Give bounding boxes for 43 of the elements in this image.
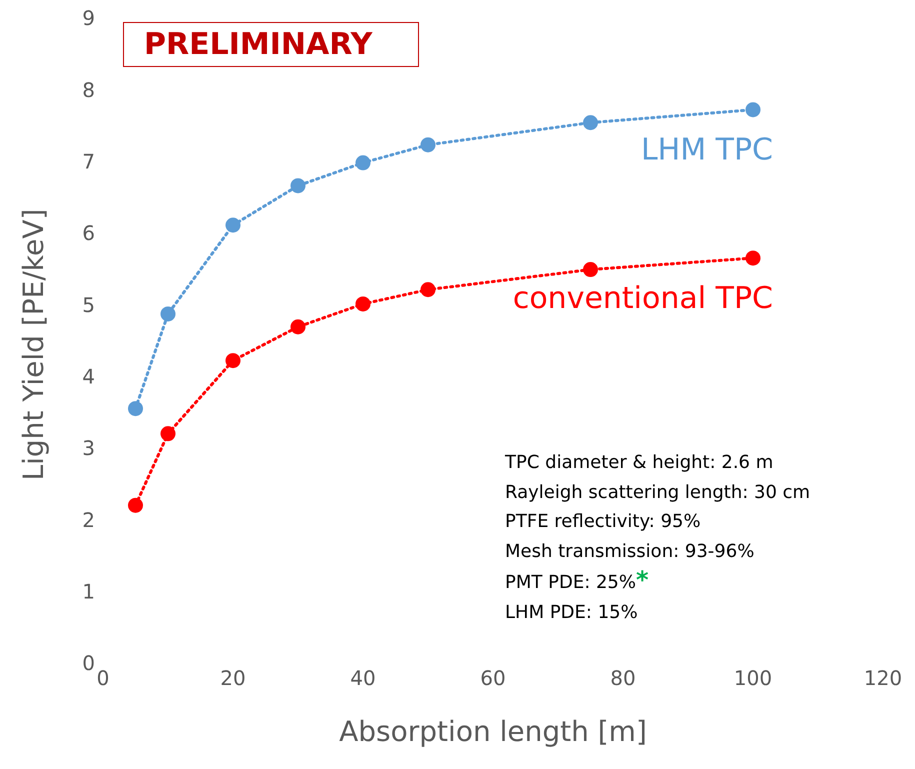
text: Mesh transmission: 93-96% bbox=[505, 540, 754, 562]
point bbox=[160, 426, 176, 442]
point bbox=[356, 155, 370, 170]
point bbox=[420, 137, 436, 152]
x-tick-label: 80 bbox=[610, 666, 636, 690]
y-tick-label: 7 bbox=[82, 149, 95, 174]
y-tick-label: 9 bbox=[82, 6, 95, 30]
point bbox=[583, 262, 598, 278]
y-tick-label: 6 bbox=[82, 221, 95, 246]
y-tick-label: 2 bbox=[82, 508, 95, 532]
x-tick-label: 20 bbox=[220, 666, 246, 690]
series-label: conventional TPC bbox=[512, 281, 773, 316]
point bbox=[290, 319, 306, 334]
point bbox=[290, 178, 306, 194]
point bbox=[356, 296, 370, 312]
x-axis-title: Absorption length [m] bbox=[339, 715, 647, 748]
text: LHM PDE: 15% bbox=[505, 602, 638, 622]
point bbox=[583, 115, 598, 130]
x-tick-label: 40 bbox=[350, 666, 376, 690]
y-tick-label: 4 bbox=[82, 364, 95, 388]
point bbox=[420, 282, 436, 298]
point bbox=[226, 353, 240, 368]
point bbox=[746, 102, 760, 118]
y-tick-label: 1 bbox=[82, 579, 95, 604]
point bbox=[746, 250, 760, 266]
text: TPC diameter & height: 2.6 m bbox=[505, 452, 774, 473]
y-tick-label: 5 bbox=[82, 292, 95, 317]
point bbox=[128, 498, 143, 513]
x-tick-label: 120 bbox=[864, 666, 902, 690]
text: PTFE reflectivity: 95% bbox=[505, 511, 701, 532]
point bbox=[128, 401, 143, 416]
text: Rayleigh scattering length: 30 cm bbox=[505, 482, 810, 502]
chart-title: PRELIMINARY bbox=[144, 27, 372, 62]
y-axis-title: Light Yield [PE/keV] bbox=[16, 208, 50, 480]
text: PMT PDE: 25%* bbox=[505, 566, 649, 594]
x-tick-label: 100 bbox=[734, 666, 772, 690]
y-tick-label: 3 bbox=[82, 436, 95, 460]
x-tick-label: 60 bbox=[480, 666, 506, 690]
point bbox=[226, 218, 240, 233]
y-tick-label: 8 bbox=[82, 78, 95, 102]
point bbox=[160, 306, 176, 322]
series-label: LHM TPC bbox=[640, 132, 773, 168]
y-tick-label: 0 bbox=[82, 651, 95, 676]
